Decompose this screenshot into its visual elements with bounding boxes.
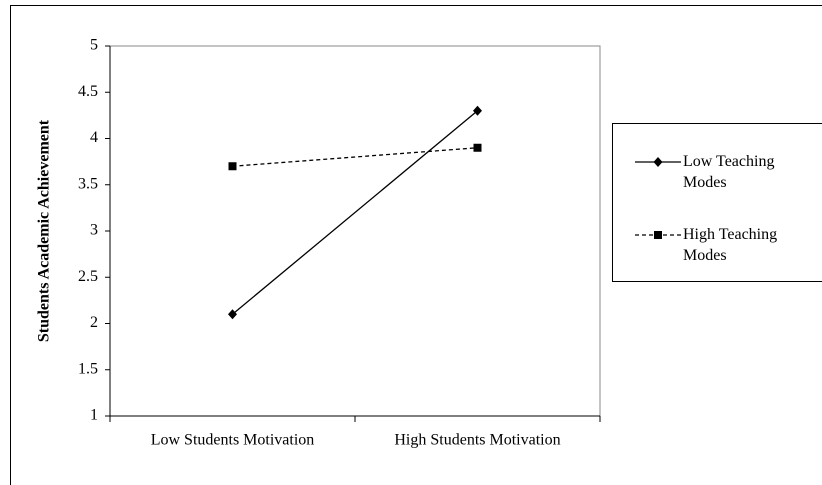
legend-text: Low Teaching Modes <box>683 153 775 191</box>
series-line <box>232 147 478 167</box>
y-tick-label: 2.5 <box>78 268 98 285</box>
marker <box>473 143 482 152</box>
marker <box>653 157 663 167</box>
legend-label: High Teaching Modes <box>683 226 778 264</box>
chart-frame <box>10 5 822 485</box>
y-tick-label: 1 <box>90 407 98 424</box>
y-tick-label: 1.5 <box>78 360 98 377</box>
legend-box <box>612 123 822 282</box>
y-tick-label: 4 <box>90 129 98 146</box>
marker <box>228 309 237 320</box>
x-tick-label: Low Students Motivation <box>151 432 315 449</box>
marker <box>654 231 662 239</box>
legend-label: Low Teaching Modes <box>683 153 775 191</box>
marker <box>228 162 237 171</box>
series-line <box>232 110 478 315</box>
y-tick-label: 2 <box>90 314 98 331</box>
y-tick-label: 5 <box>90 37 98 54</box>
legend-text: High Teaching Modes <box>683 226 778 264</box>
y-tick-label: 3 <box>90 222 98 239</box>
plot-area <box>109 45 601 417</box>
y-tick-label: 4.5 <box>78 83 98 100</box>
marker <box>473 105 482 116</box>
y-tick-label: 3.5 <box>78 175 98 192</box>
y-axis-label: Students Academic Achievement <box>36 119 53 342</box>
x-tick-label: High Students Motivation <box>394 432 560 449</box>
